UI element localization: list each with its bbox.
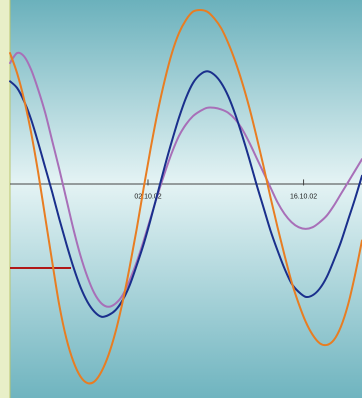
series-line-2 — [9, 51, 362, 308]
x-ticks: 02.10.02 16.10.02 — [134, 179, 317, 200]
x-tick-label-1: 16.10.02 — [290, 193, 317, 200]
left-edge-strip — [0, 0, 10, 398]
series-line-0 — [9, 70, 362, 318]
series-line-1 — [9, 8, 362, 385]
series-layer — [9, 8, 362, 385]
x-tick-label-0: 02.10.02 — [134, 193, 161, 200]
